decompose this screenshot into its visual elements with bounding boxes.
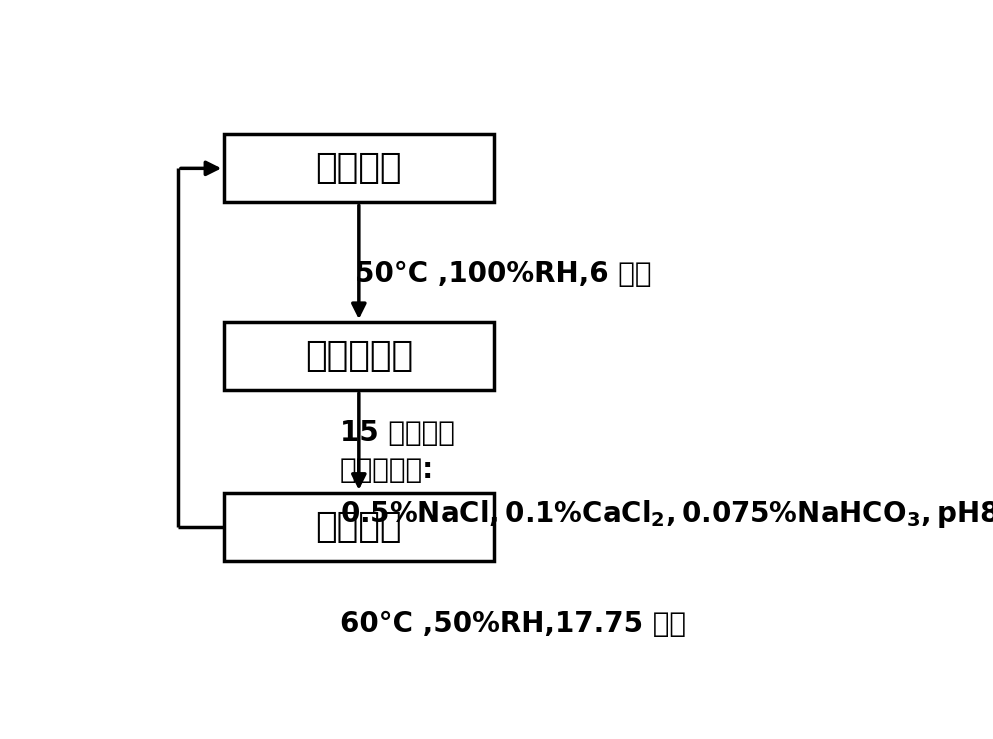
Text: 60°C ,50%RH,17.75 小时: 60°C ,50%RH,17.75 小时 bbox=[340, 610, 685, 638]
Text: $\mathbf{0.5\%NaCl,0.1\%CaCl_2,0.075\%NaHCO_3,pH8}$: $\mathbf{0.5\%NaCl,0.1\%CaCl_2,0.075\%Na… bbox=[340, 498, 993, 531]
Bar bbox=[224, 493, 494, 561]
Text: 50°C ,100%RH,6 小时: 50°C ,100%RH,6 小时 bbox=[355, 259, 651, 287]
Text: 干燥过程: 干燥过程 bbox=[316, 510, 402, 544]
Text: 15 分，室温: 15 分，室温 bbox=[340, 419, 455, 447]
Text: 湿润过程: 湿润过程 bbox=[316, 151, 402, 185]
Text: 浸渍水溶液:: 浸渍水溶液: bbox=[340, 456, 434, 484]
Text: 盐附着过程: 盐附着过程 bbox=[305, 339, 413, 373]
Bar bbox=[224, 322, 494, 390]
Bar bbox=[224, 134, 494, 202]
